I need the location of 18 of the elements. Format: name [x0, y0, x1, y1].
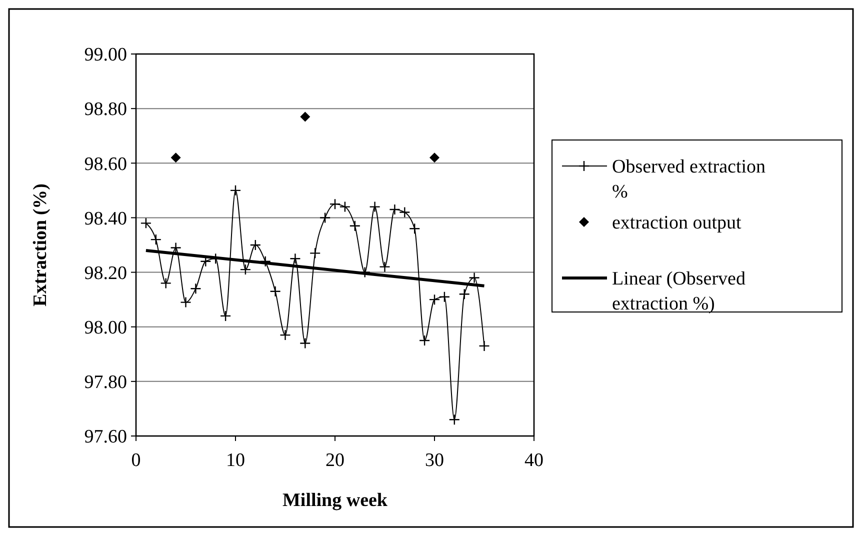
- y-tick-label: 98.00: [84, 318, 127, 339]
- y-tick-label: 99.00: [84, 44, 127, 66]
- y-tick-label: 98.40: [84, 208, 127, 230]
- x-tick-label: 0: [131, 450, 141, 471]
- x-axis-title: Milling week: [282, 490, 388, 511]
- x-tick-label: 20: [326, 450, 344, 471]
- x-tick-label: 10: [226, 450, 245, 471]
- y-tick-label: 98.60: [84, 154, 127, 175]
- x-tick-label: 30: [425, 450, 444, 471]
- y-tick-label: 98.80: [84, 99, 127, 120]
- y-axis-title: Extraction (%): [30, 184, 51, 306]
- x-tick-label: 40: [524, 450, 544, 471]
- legend-label: Linear (Observed extraction %): [612, 268, 746, 314]
- legend-label: Observed extraction %: [612, 156, 766, 202]
- y-tick-label: 97.80: [84, 372, 127, 394]
- legend-label: extraction output: [612, 212, 742, 234]
- y-tick-label: 98.20: [84, 262, 127, 284]
- y-tick-label: 97.60: [84, 426, 127, 448]
